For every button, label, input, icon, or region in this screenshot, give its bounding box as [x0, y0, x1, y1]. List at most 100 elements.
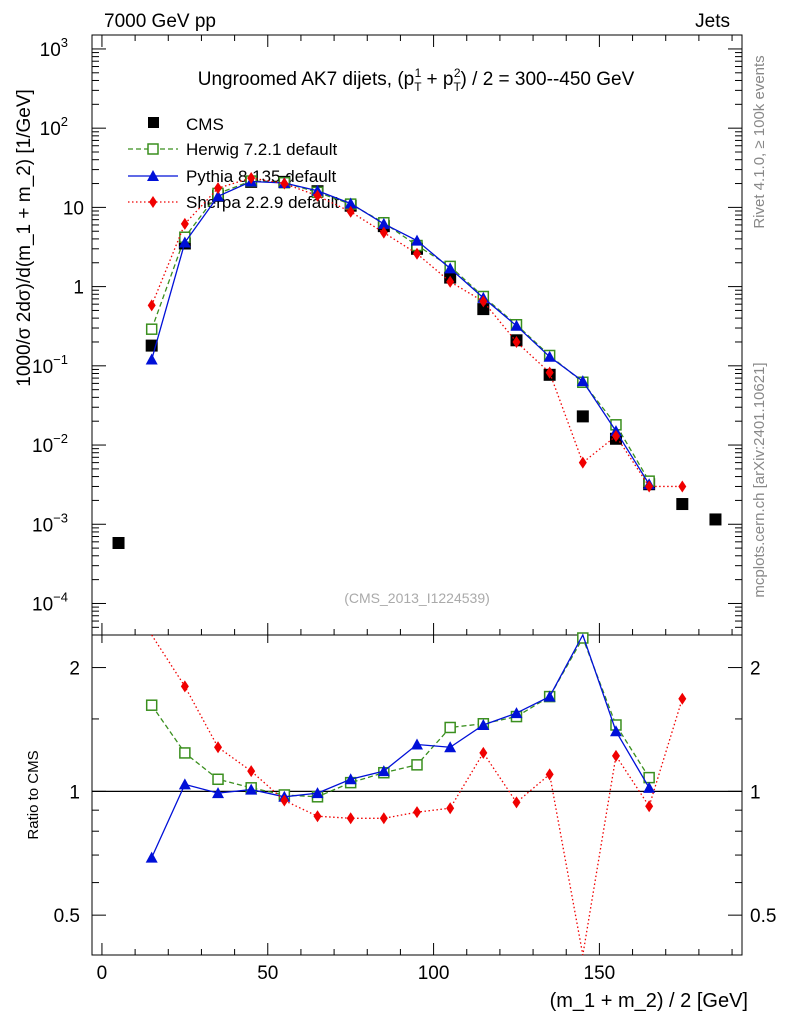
legend-label-herwig: Herwig 7.2.1 default: [186, 140, 337, 159]
ratio-point-pythia: [444, 741, 457, 753]
ratio-point-herwig: [145, 699, 158, 711]
title-part-3: ) / 2 = 300--450 GeV: [461, 69, 635, 90]
ratio-point-sherpa: [512, 796, 521, 809]
y-tick-label: 103: [40, 35, 68, 61]
y-tick-label: 10−3: [32, 510, 68, 536]
data-point-pythia: [344, 197, 357, 209]
data-point-sherpa: [446, 275, 455, 288]
ratio-point-sherpa: [645, 800, 654, 813]
data-point-sherpa: [678, 480, 687, 493]
title-sup-1: 1: [415, 66, 422, 80]
header-left: 7000 GeV pp: [104, 11, 216, 32]
title-sub-2: T: [454, 80, 462, 94]
data-point-herwig: [145, 323, 158, 335]
x-tick-label: 50: [257, 963, 278, 984]
y-tick-label: 10: [63, 198, 84, 219]
side-label-rivet: Rivet 4.1.0, ≥ 100k events: [751, 55, 768, 228]
ratio-point-sherpa: [280, 794, 289, 807]
data-point-cms: [676, 498, 689, 511]
ratio-point-sherpa: [180, 680, 189, 693]
data-point-sherpa: [214, 182, 223, 195]
x-tick-label: 150: [584, 963, 616, 984]
ratio-point-pythia: [510, 707, 523, 719]
side-label-mcplots: mcplots.cern.ch [arXiv:2401.10621]: [751, 362, 768, 597]
y-tick-label: 10−2: [32, 431, 68, 457]
data-point-pythia: [178, 236, 191, 248]
ratio-point-pythia: [311, 787, 324, 799]
title-part-2: + p: [421, 69, 453, 90]
ratio-point-sherpa: [413, 806, 421, 819]
data-point-sherpa: [313, 189, 322, 202]
y-tick-label: 1: [73, 278, 84, 299]
ratio-point-sherpa: [678, 692, 687, 705]
data-point-sherpa: [512, 335, 521, 348]
ratio-point-herwig: [179, 747, 191, 759]
data-point-sherpa: [611, 430, 620, 443]
series-line-pythia: [151, 180, 650, 485]
legend-label-sherpa: Sherpa 2.2.9 default: [186, 193, 339, 212]
y-tick-label: 10−4: [32, 589, 68, 615]
ratio-point-sherpa: [379, 812, 388, 825]
data-point-pythia: [543, 350, 556, 362]
ratio-point-herwig: [444, 721, 456, 734]
ratio-point-pythia: [643, 781, 656, 793]
ratio-point-sherpa: [545, 768, 554, 781]
legend-marker-sherpa: [149, 196, 157, 208]
data-point-pythia: [444, 262, 457, 274]
ratio-point-herwig: [577, 632, 589, 644]
ratio-point-pythia: [477, 718, 490, 730]
ratio-point-pythia: [543, 690, 556, 702]
legend: CMS Herwig 7.2.1 default Pythia 8.135 de…: [128, 115, 339, 212]
data-point-pythia: [510, 319, 523, 331]
ratio-point-sherpa: [247, 765, 256, 778]
legend-marker-pythia: [147, 170, 159, 181]
ratio-point-pythia: [212, 787, 225, 799]
data-point-sherpa: [180, 217, 189, 230]
data-point-pythia: [212, 190, 225, 202]
ratio-point-pythia: [377, 765, 390, 777]
ratio-point-herwig: [212, 773, 224, 786]
ratio-y-tick-label-right: 0.5: [750, 906, 776, 927]
data-point-sherpa: [578, 456, 587, 469]
ratio-point-pythia: [145, 851, 158, 863]
ratio-y-tick-label-right: 2: [750, 659, 761, 680]
data-point-pythia: [411, 234, 423, 246]
ratio-line-pythia: [151, 633, 650, 858]
series-line-sherpa: [151, 177, 683, 488]
ratio-point-sherpa: [313, 810, 322, 823]
chart-title: Ungroomed AK7 dijets, (pT1 + pT2) / 2 = …: [198, 66, 635, 94]
ratio-plot-frame: [91, 634, 743, 956]
ratio-y-tick-label-right: 1: [750, 782, 761, 803]
ratio-point-pythia: [344, 773, 357, 785]
ratio-point-sherpa: [479, 746, 488, 759]
legend-label-pythia: Pythia 8.135 default: [186, 167, 337, 186]
analysis-watermark: (CMS_2013_I1224539): [344, 590, 490, 606]
ratio-y-tick-label-left: 1: [69, 782, 80, 803]
ratio-point-sherpa: [214, 741, 223, 754]
ratio-y-axis-label: Ratio to CMS: [25, 750, 42, 839]
data-point-sherpa: [147, 299, 156, 312]
y-tick-label: 10−1: [32, 352, 68, 378]
data-point-sherpa: [545, 366, 554, 379]
y-axis-label: 1000/σ 2dσ)/d(m_1 + m_2) [1/GeV]: [14, 89, 35, 387]
ratio-point-sherpa: [346, 812, 355, 825]
data-point-pythia: [145, 353, 158, 365]
ratio-point-sherpa: [611, 749, 620, 762]
data-point-pythia: [377, 217, 390, 229]
data-point-pythia: [576, 375, 589, 387]
x-axis-label: (m_1 + m_2) / 2 [GeV]: [550, 990, 748, 1012]
data-point-sherpa: [280, 177, 289, 190]
title-sup-2: 2: [454, 66, 461, 80]
data-point-sherpa: [645, 480, 654, 493]
x-tick-label: 100: [418, 963, 450, 984]
ratio-point-herwig: [411, 759, 423, 771]
ratio-point-pythia: [245, 783, 258, 795]
title-sub-1: T: [414, 80, 422, 94]
data-point-sherpa: [413, 247, 421, 260]
ratio-y-tick-label-left: 0.5: [54, 906, 80, 927]
ratio-y-tick-label-left: 2: [69, 659, 80, 680]
data-point-cms: [477, 303, 490, 316]
x-tick-label: 0: [97, 963, 108, 984]
ratio-point-pythia: [411, 738, 423, 750]
